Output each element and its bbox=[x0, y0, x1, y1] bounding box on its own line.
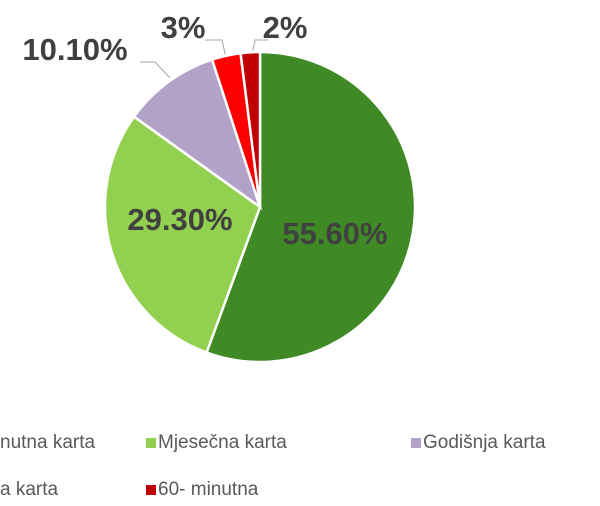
leader-line bbox=[205, 39, 227, 59]
legend-label: Mjesečna karta bbox=[158, 432, 287, 453]
leader-line bbox=[251, 39, 268, 56]
leader-lines bbox=[140, 39, 268, 79]
pie-slice bbox=[204, 50, 417, 364]
data-label: 29.30% bbox=[127, 202, 232, 237]
pie-slice bbox=[239, 50, 262, 208]
legend-label: a karta bbox=[0, 479, 59, 500]
data-label: 55.60% bbox=[282, 216, 387, 251]
legend-marker bbox=[146, 485, 156, 495]
legend-label: nutna karta bbox=[0, 432, 95, 453]
legend-label: 60- minutna bbox=[158, 479, 259, 500]
data-label: 3% bbox=[161, 10, 206, 45]
pie-slice bbox=[132, 58, 263, 211]
leader-line bbox=[140, 61, 171, 79]
pie-slice bbox=[103, 114, 262, 355]
data-label: 2% bbox=[263, 10, 308, 45]
legend-marker bbox=[146, 438, 156, 448]
legend-label: Godišnja karta bbox=[423, 432, 546, 453]
data-label: 10.10% bbox=[22, 32, 127, 67]
legend-marker bbox=[411, 438, 421, 448]
